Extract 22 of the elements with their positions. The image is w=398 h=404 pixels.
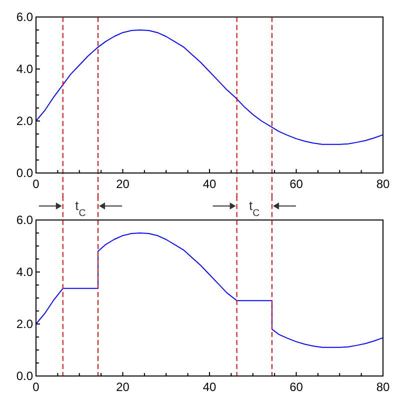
y-tick-label: 2.0 [16, 114, 34, 128]
x-tick-label: 60 [290, 177, 304, 191]
x-tick-label: 0 [32, 177, 40, 191]
y-tick-label: 6.0 [16, 213, 34, 227]
x-tick-label: 40 [202, 177, 216, 191]
text: t$_{C}$ [75, 198, 86, 218]
x-tick-label: 20 [116, 380, 130, 394]
y-tick-label: 0.0 [16, 369, 34, 383]
x-tick-label: 80 [376, 177, 390, 191]
x-tick-label: 80 [376, 380, 390, 394]
y-tick-label: 0.0 [16, 166, 34, 180]
text: t$_{C}$ [249, 198, 260, 218]
y-tick-label: 4.0 [16, 62, 34, 76]
y-tick-label: 4.0 [16, 265, 34, 279]
x-tick-label: 40 [202, 380, 216, 394]
line-series [36, 30, 384, 145]
x-tick-label: 20 [116, 177, 130, 191]
x-tick-label: 0 [32, 380, 40, 394]
y-tick-label: 6.0 [16, 10, 34, 24]
y-tick-label: 2.0 [16, 317, 34, 331]
line-series [36, 232, 384, 348]
x-tick-label: 60 [290, 380, 304, 394]
